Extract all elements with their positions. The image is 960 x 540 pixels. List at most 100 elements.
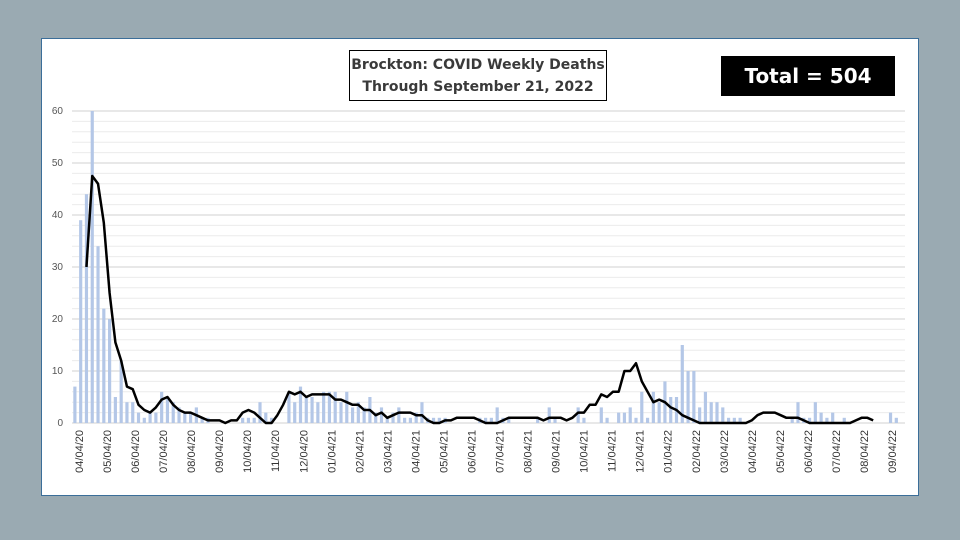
bar: [374, 412, 378, 423]
y-axis-ticks: 0 10 20 30 40 50 60: [52, 106, 64, 429]
bar: [391, 412, 395, 423]
x-tick-label: 12/04/21: [635, 430, 647, 473]
bar: [316, 402, 320, 423]
bar: [322, 391, 326, 423]
bar: [692, 371, 696, 423]
bar: [108, 319, 112, 423]
x-tick-label: 08/04/21: [523, 430, 535, 473]
bar: [819, 412, 823, 423]
y-tick-label: 20: [52, 314, 64, 325]
y-tick-label: 60: [52, 106, 64, 117]
y-tick-label: 40: [52, 210, 64, 221]
bar: [339, 402, 343, 423]
x-tick-label: 09/04/21: [551, 430, 563, 473]
bar: [495, 407, 499, 423]
bar: [553, 417, 557, 423]
bar: [148, 412, 152, 423]
x-tick-label: 03/04/21: [382, 430, 394, 473]
bar: [350, 407, 355, 423]
bar: [171, 402, 175, 423]
bar: [894, 417, 898, 423]
bar: [241, 417, 245, 423]
total-annotation: Total = 504: [721, 56, 895, 96]
x-tick-label: 10/04/21: [579, 430, 591, 473]
bar: [709, 402, 713, 423]
bar: [79, 220, 83, 423]
bar: [287, 391, 291, 423]
bar: [362, 407, 366, 423]
bar: [327, 391, 332, 423]
bar: [437, 417, 441, 423]
bar: [136, 412, 141, 423]
bar: [200, 417, 204, 423]
bar: [599, 407, 603, 423]
trend-line: [85, 174, 874, 425]
bar: [489, 417, 493, 423]
x-tick-label: 06/04/20: [130, 430, 142, 473]
bar: [160, 391, 164, 423]
bar: [96, 246, 100, 423]
bar: [90, 111, 94, 423]
x-tick-label: 07/04/20: [158, 430, 170, 473]
bar: [507, 417, 511, 423]
x-tick-label: 04/04/21: [410, 430, 422, 473]
bar: [605, 417, 609, 423]
x-tick-label: 01/04/21: [326, 430, 338, 473]
bar: [258, 402, 262, 423]
bar: [73, 386, 77, 423]
bar: [825, 417, 829, 423]
bar: [628, 407, 632, 423]
bar: [831, 412, 835, 423]
x-tick-label: 06/04/22: [803, 430, 815, 473]
x-tick-label: 05/04/21: [438, 430, 450, 473]
bar: [420, 402, 424, 423]
bar: [536, 417, 540, 423]
bar: [154, 412, 158, 423]
bar: [264, 412, 268, 423]
bar: [686, 371, 690, 423]
bar: [397, 407, 401, 423]
x-tick-label: 02/04/22: [691, 430, 703, 473]
x-tick-label: 06/04/21: [467, 430, 479, 473]
x-axis-ticks: 04/04/20 05/04/20 06/04/20 07/04/20 08/04/20…: [74, 430, 899, 473]
bar: [333, 391, 337, 423]
bar: [657, 402, 661, 423]
bar: [680, 345, 684, 423]
bar: [640, 391, 644, 423]
x-tick-label: 11/04/21: [607, 430, 619, 472]
bar: [131, 402, 135, 423]
x-tick-label: 11/04/20: [270, 430, 282, 472]
bar: [634, 417, 638, 423]
bar: [414, 412, 418, 423]
x-tick-label: 04/04/20: [74, 430, 86, 473]
bar: [484, 417, 488, 423]
bar: [165, 397, 170, 423]
bar: [813, 402, 817, 423]
bar: [142, 417, 146, 423]
x-tick-label: 12/04/20: [298, 430, 310, 473]
bar: [298, 386, 303, 423]
bar: [125, 402, 129, 423]
x-tick-label: 07/04/22: [831, 430, 843, 473]
y-tick-label: 10: [52, 366, 64, 377]
bar: [807, 417, 812, 423]
bar: [732, 417, 736, 423]
bar: [293, 402, 297, 423]
bar: [119, 360, 123, 423]
bar: [84, 194, 89, 423]
bar: [738, 417, 742, 423]
x-tick-label: 05/04/20: [102, 430, 114, 473]
chart-subtitle: Through September 21, 2022: [362, 78, 594, 95]
bar: [715, 402, 719, 423]
bar: [842, 417, 846, 423]
bar-series: [73, 111, 898, 423]
bar: [576, 407, 580, 423]
x-tick-label: 08/04/20: [186, 430, 198, 473]
bar: [721, 407, 725, 423]
bar: [183, 412, 187, 423]
bar: [269, 417, 274, 423]
bar: [385, 417, 389, 423]
bar: [310, 397, 314, 423]
bar: [189, 412, 193, 423]
